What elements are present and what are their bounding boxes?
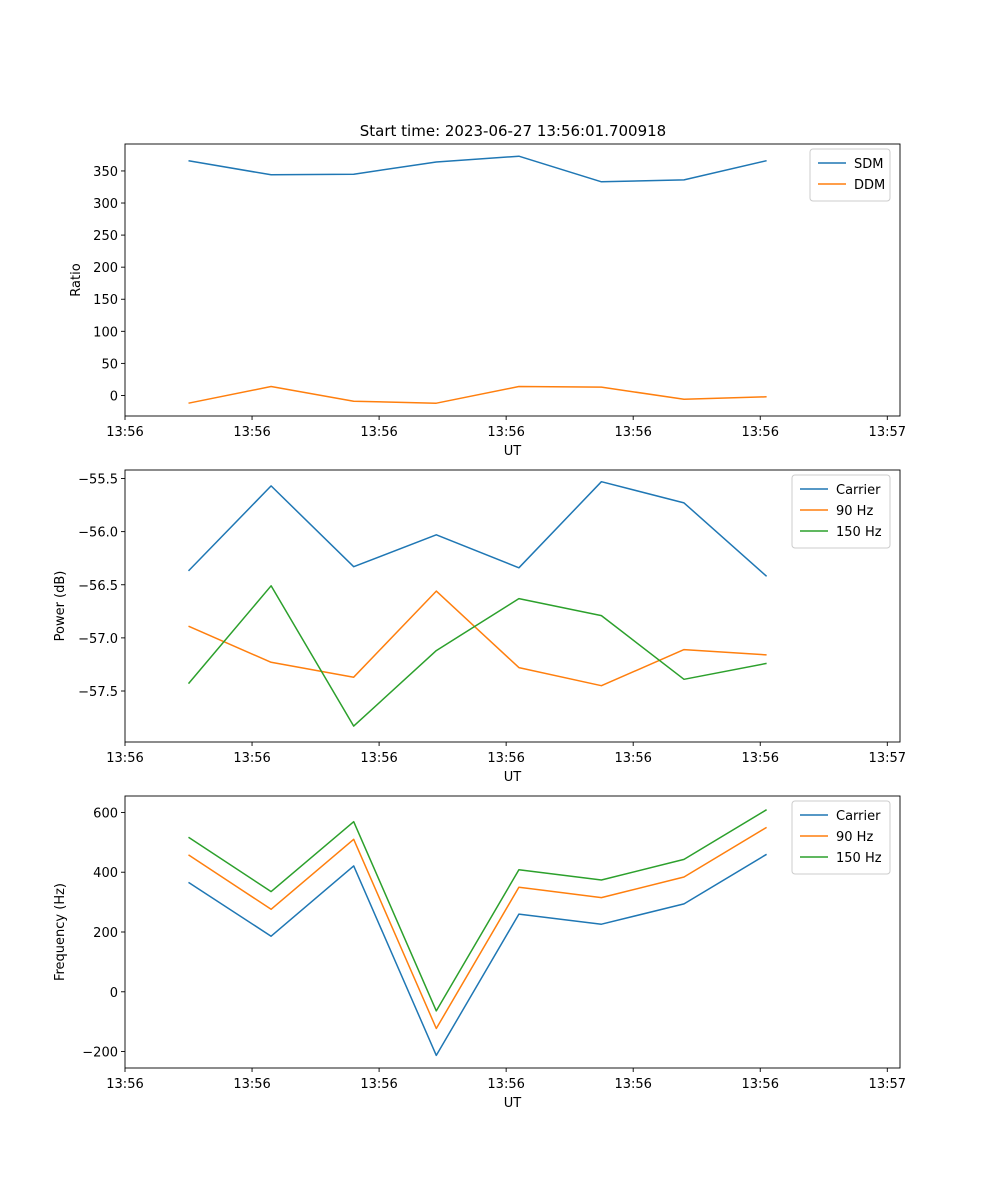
y-tick-label: 0	[110, 389, 118, 404]
y-tick-label: 250	[93, 229, 118, 244]
x-tick-label: 13:56	[233, 751, 270, 766]
series-line-1-2	[188, 385, 767, 404]
y-tick-label: −55.5	[78, 473, 118, 488]
series-line-3-2	[188, 826, 767, 1030]
series-line-2-3	[187, 585, 767, 727]
x-tick-label: 13:56	[614, 1077, 651, 1092]
series-line-2-1	[187, 480, 768, 577]
legend-frame	[791, 800, 891, 875]
x-axis-label: UT	[504, 770, 522, 785]
x-tick-label: 13:56	[233, 425, 270, 440]
legend-frame	[809, 148, 891, 202]
x-axis-label: UT	[504, 1096, 522, 1111]
x-tick-label: 13:57	[869, 751, 906, 766]
legend-label: SDM	[854, 157, 883, 172]
x-tick-label: 13:57	[869, 1077, 906, 1092]
axes-frame	[124, 143, 901, 417]
x-tick-label: 13:56	[487, 1077, 524, 1092]
y-tick-label: 150	[93, 293, 118, 308]
y-tick-label: 0	[110, 986, 118, 1001]
y-tick-label: 350	[93, 165, 118, 180]
legend-label: DDM	[854, 178, 885, 193]
legend-frame	[791, 474, 891, 549]
legend-label: 90 Hz	[836, 504, 873, 519]
legend: Carrier 90 Hz 150 Hz	[791, 474, 891, 549]
x-tick-label: 13:56	[614, 425, 651, 440]
y-tick-label: 200	[93, 926, 118, 941]
axes-frame	[124, 795, 901, 1069]
x-tick-label: 13:56	[360, 1077, 397, 1092]
legend-label: 150 Hz	[836, 525, 882, 540]
y-tick-label: 300	[93, 197, 118, 212]
chart-panel-2: 13:56 13:56 13:56 13:56 13:56 13:56 13:57 −57.5…	[53, 469, 906, 785]
y-axis-label: Power (dB)	[53, 571, 68, 642]
figure-title: Start time: 2023-06-27 13:56:01.700918	[360, 122, 666, 140]
y-tick-label: 400	[93, 866, 118, 881]
x-tick-label: 13:56	[742, 751, 779, 766]
x-tick-label: 13:56	[742, 425, 779, 440]
legend: SDM DDM	[809, 148, 891, 202]
legend-label: Carrier	[836, 809, 881, 824]
chart-panel-1: 13:56 13:56 13:56 13:56 13:56 13:56 13:57 0 50 10…	[69, 143, 906, 459]
x-tick-label: 13:56	[742, 1077, 779, 1092]
chart-panel-3: 13:56 13:56 13:56 13:56 13:56 13:56 13:57 −200 0…	[53, 795, 906, 1111]
y-axis-label: Ratio	[69, 263, 84, 296]
y-tick-label: −56.0	[78, 526, 118, 541]
x-tick-label: 13:56	[233, 1077, 270, 1092]
y-tick-label: −57.5	[78, 685, 118, 700]
y-tick-label: −56.5	[78, 579, 118, 594]
x-tick-label: 13:56	[487, 425, 524, 440]
y-tick-label: 100	[93, 325, 118, 340]
series-line-2-2	[188, 590, 767, 687]
legend-label: 90 Hz	[836, 830, 873, 845]
y-tick-label: 600	[93, 806, 118, 821]
x-tick-label: 13:56	[106, 425, 143, 440]
x-tick-label: 13:56	[106, 1077, 143, 1092]
y-tick-label: −200	[82, 1046, 118, 1061]
series-line-3-1	[188, 853, 767, 1057]
y-tick-label: 50	[101, 357, 118, 372]
legend-label: Carrier	[836, 483, 881, 498]
y-tick-label: 200	[93, 261, 118, 276]
series-line-1-1	[188, 155, 767, 183]
x-tick-label: 13:57	[869, 425, 906, 440]
y-tick-label: −57.0	[78, 632, 118, 647]
series-line-3-3	[188, 809, 767, 1012]
x-tick-label: 13:56	[106, 751, 143, 766]
x-tick-label: 13:56	[487, 751, 524, 766]
y-axis-label: Frequency (Hz)	[53, 883, 68, 981]
x-tick-label: 13:56	[360, 751, 397, 766]
axes-frame	[124, 469, 901, 743]
x-tick-label: 13:56	[614, 751, 651, 766]
x-tick-label: 13:56	[360, 425, 397, 440]
legend-label: 150 Hz	[836, 851, 882, 866]
legend: Carrier 90 Hz 150 Hz	[791, 800, 891, 875]
x-axis-label: UT	[504, 444, 522, 459]
